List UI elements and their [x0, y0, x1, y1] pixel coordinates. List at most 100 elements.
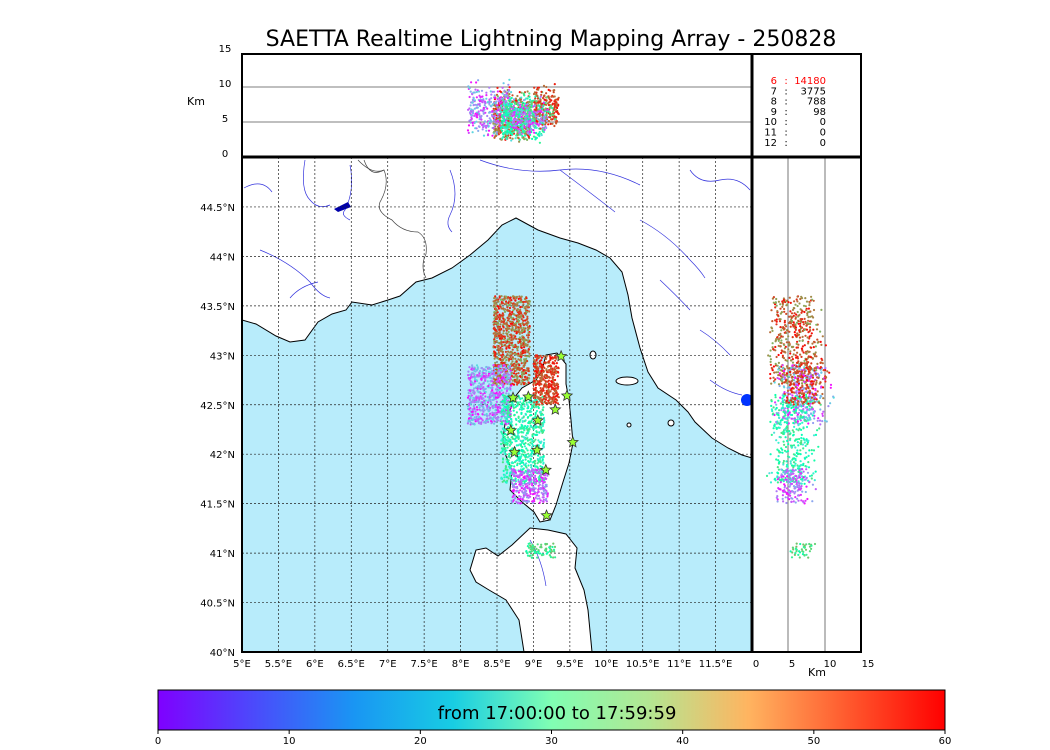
lightning-source: [547, 399, 550, 402]
lightning-source-alt-lon: [545, 96, 549, 99]
lightning-source: [536, 466, 539, 469]
lightning-source-alt-lon: [539, 105, 543, 108]
lightning-source: [512, 499, 515, 502]
lightning-source-alt-lon: [551, 107, 554, 110]
lightning-source-alt-lon: [541, 126, 544, 129]
lightning-source: [505, 420, 509, 424]
lightning-source: [532, 416, 535, 419]
lightning-source: [494, 331, 497, 334]
lightning-source: [542, 387, 545, 390]
lightning-source: [520, 435, 524, 438]
lightning-source: [507, 338, 510, 341]
lightning-source: [526, 302, 530, 305]
lightning-source: [511, 360, 514, 363]
lightning-source-alt-lon: [478, 94, 481, 97]
lightning-source: [496, 389, 499, 392]
lightning-source: [480, 366, 484, 370]
lightning-source-alt-lon: [503, 131, 506, 135]
lightning-source: [535, 547, 538, 551]
lightning-source-alt-lon: [493, 132, 496, 135]
lightning-source: [552, 402, 555, 405]
land-mainland: [242, 157, 752, 459]
lightning-source: [537, 396, 540, 399]
lightning-source-alt-lon: [531, 112, 534, 115]
lightning-source: [532, 499, 535, 502]
lightning-source: [500, 369, 503, 372]
lightning-source: [498, 353, 501, 356]
lightning-source-alt-lon: [518, 140, 521, 143]
lightning-source-lat-alt: [767, 354, 770, 357]
lightning-source: [547, 389, 550, 392]
lightning-source: [506, 404, 509, 407]
lightning-source: [486, 396, 489, 399]
lightning-source-alt-lon: [475, 96, 478, 99]
lightning-source: [525, 310, 529, 314]
lightning-source: [508, 452, 511, 455]
lightning-source-lat-alt: [794, 354, 797, 357]
lightning-source-alt-lon: [518, 128, 522, 131]
lightning-source: [554, 384, 557, 387]
lightning-source: [499, 451, 502, 454]
lightning-source-alt-lon: [528, 92, 531, 95]
lightning-source: [516, 376, 519, 379]
lightning-source: [518, 319, 521, 322]
lightning-source: [526, 317, 529, 320]
lightning-source-alt-lon: [532, 129, 535, 132]
lightning-source-alt-lon: [515, 126, 518, 129]
lightning-source: [485, 366, 488, 369]
lightning-source: [509, 404, 512, 407]
lightning-source: [503, 451, 506, 454]
lightning-source: [544, 398, 548, 401]
lightning-source: [522, 476, 525, 479]
lightning-source: [480, 384, 483, 387]
lightning-source-lat-alt: [795, 298, 798, 301]
lightning-source: [527, 469, 530, 472]
counts-sep: :: [784, 86, 787, 97]
lightning-source: [501, 359, 504, 362]
lightning-source: [527, 460, 530, 463]
lightning-source: [506, 446, 509, 449]
lightning-source: [533, 476, 537, 479]
lightning-source-lat-alt: [781, 354, 785, 357]
lightning-source: [522, 500, 526, 503]
lightning-source: [471, 408, 474, 411]
lightning-source: [532, 470, 536, 473]
lightning-source-lat-alt: [784, 359, 787, 362]
lightning-source-alt-lon: [500, 107, 504, 110]
lightning-source: [533, 548, 536, 551]
lightning-source: [532, 403, 535, 406]
lightning-source-lat-alt: [777, 353, 780, 357]
lightning-source: [503, 399, 506, 402]
lightning-source: [523, 487, 526, 490]
lightning-source: [557, 385, 560, 388]
lightning-source-alt-lon: [493, 114, 496, 118]
lightning-source: [481, 413, 484, 416]
lightning-source: [514, 440, 517, 443]
lightning-source-lat-alt: [771, 342, 774, 345]
lightning-source: [545, 542, 549, 546]
lightning-source: [540, 369, 543, 373]
lightning-source: [500, 477, 503, 480]
lightning-source: [525, 322, 528, 325]
lightning-source: [529, 481, 532, 484]
lightning-source-alt-lon: [486, 134, 490, 137]
lightning-source-alt-lon: [471, 114, 474, 117]
lightning-source: [540, 359, 543, 362]
lightning-source: [530, 458, 533, 461]
lightning-source: [524, 470, 527, 473]
lightning-source: [523, 451, 526, 454]
lightning-source: [469, 392, 472, 395]
lightning-source-alt-lon: [511, 133, 514, 136]
lightning-source-alt-lon: [528, 111, 531, 114]
lightning-source-alt-lon: [494, 96, 497, 99]
lightning-source-alt-lon: [528, 113, 531, 116]
lightning-source: [531, 482, 534, 485]
lightning-source: [528, 550, 531, 554]
lightning-source: [467, 394, 470, 397]
lightning-source-lat-alt: [775, 297, 778, 301]
lightning-source: [478, 408, 481, 411]
lightning-source-lat-alt: [781, 335, 784, 338]
lon-tick-label: 11°E: [667, 659, 691, 670]
lightning-source: [521, 300, 524, 304]
